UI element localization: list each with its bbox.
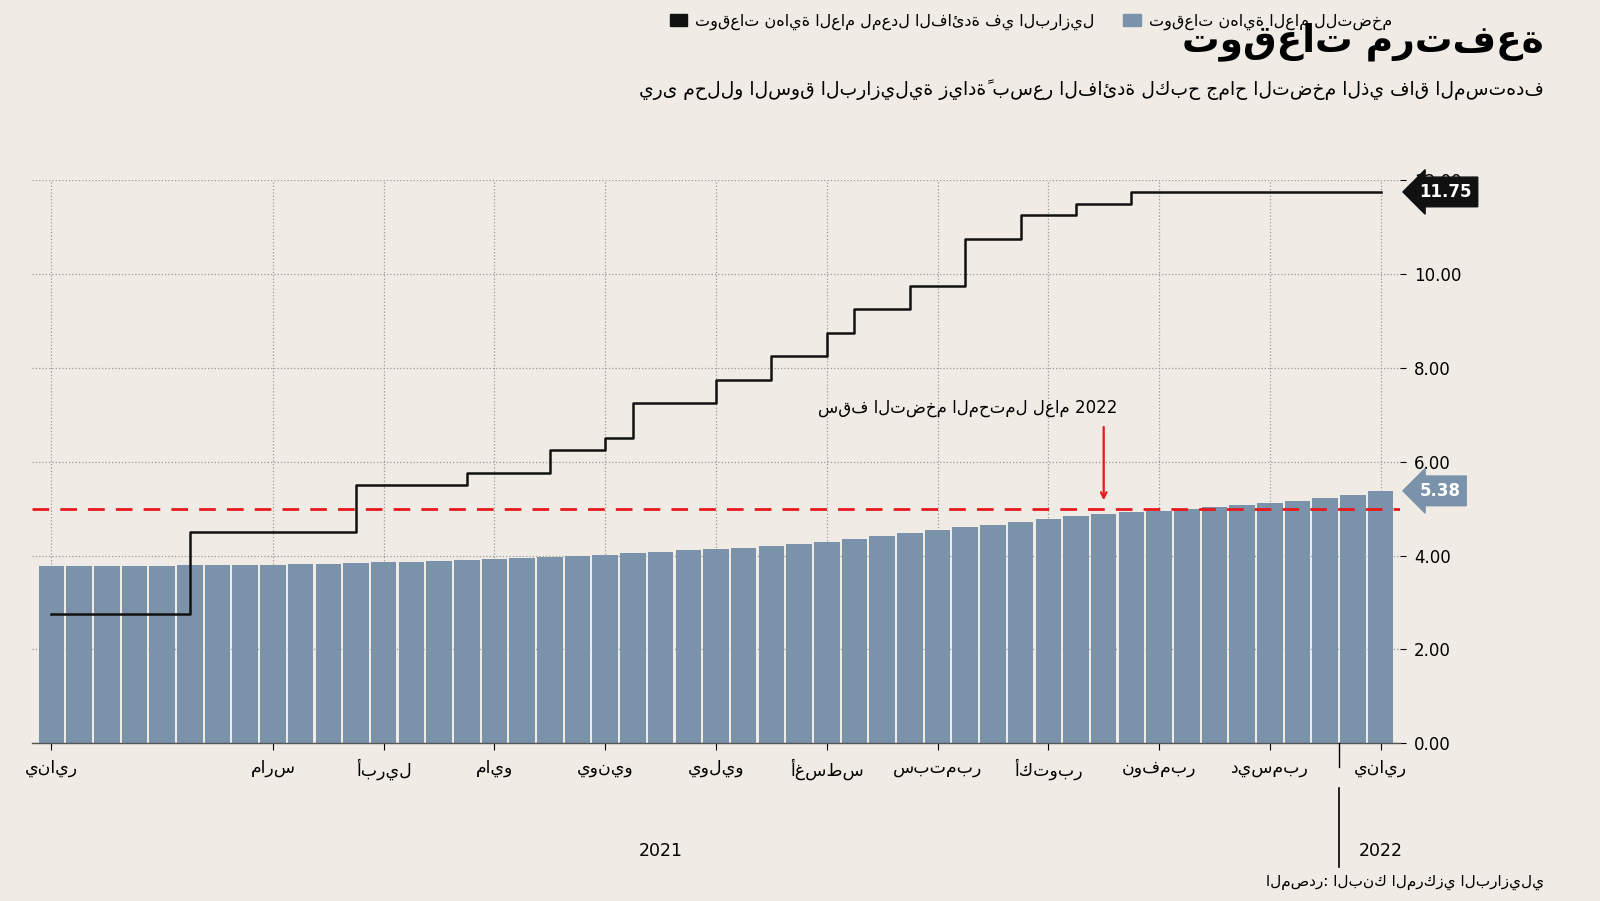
Bar xyxy=(1118,513,1144,743)
Bar xyxy=(565,556,590,743)
Bar xyxy=(842,539,867,743)
Bar xyxy=(261,565,286,743)
Bar xyxy=(869,536,894,743)
Bar xyxy=(1285,501,1310,743)
Bar xyxy=(509,559,534,743)
Bar xyxy=(1146,511,1171,743)
Bar xyxy=(232,565,258,743)
Bar xyxy=(344,563,368,743)
Text: سقف التضخم المحتمل لعام 2022: سقف التضخم المحتمل لعام 2022 xyxy=(818,399,1117,417)
Bar xyxy=(1091,514,1117,743)
Bar xyxy=(205,566,230,743)
Text: 2022: 2022 xyxy=(1358,842,1403,860)
Bar xyxy=(1229,505,1254,743)
Bar xyxy=(482,560,507,743)
Bar xyxy=(621,553,646,743)
Bar xyxy=(1202,506,1227,743)
Bar xyxy=(731,548,757,743)
Bar xyxy=(1174,509,1200,743)
Bar xyxy=(648,551,674,743)
Text: يرى محللو السوق البرازيلية زيادةً بسعر الفائدة لكبح جماح التضخم الذي فاق المستهد: يرى محللو السوق البرازيلية زيادةً بسعر ا… xyxy=(638,79,1544,100)
Bar xyxy=(952,527,978,743)
Bar xyxy=(1035,519,1061,743)
Bar xyxy=(426,561,451,743)
Bar xyxy=(398,561,424,743)
Bar xyxy=(786,544,811,743)
Bar xyxy=(1258,503,1283,743)
Bar xyxy=(814,542,840,743)
Bar xyxy=(675,551,701,743)
Bar xyxy=(122,566,147,743)
Bar xyxy=(454,560,480,743)
Bar xyxy=(94,566,120,743)
Legend: توقعات نهاية العام لمعدل الفائدة في البرازيل, توقعات نهاية العام للتضخم: توقعات نهاية العام لمعدل الفائدة في البر… xyxy=(670,14,1392,30)
Bar xyxy=(592,555,618,743)
Bar xyxy=(315,564,341,743)
Bar xyxy=(1064,516,1088,743)
Bar xyxy=(149,566,174,743)
Text: المصدر: البنك المركزي البرازيلي: المصدر: البنك المركزي البرازيلي xyxy=(1266,875,1544,890)
Bar xyxy=(1341,495,1366,743)
Bar xyxy=(758,546,784,743)
Bar xyxy=(1312,498,1338,743)
Text: توقعات مرتفعة: توقعات مرتفعة xyxy=(1182,23,1544,61)
Bar xyxy=(898,533,923,743)
Bar xyxy=(288,564,314,743)
Bar xyxy=(1368,491,1394,743)
Text: 5.38: 5.38 xyxy=(1419,482,1461,500)
Bar xyxy=(66,566,91,743)
Bar xyxy=(704,549,728,743)
Bar xyxy=(1008,522,1034,743)
Text: 2021: 2021 xyxy=(638,842,683,860)
Bar xyxy=(371,562,397,743)
Bar xyxy=(178,566,203,743)
Bar xyxy=(981,524,1006,743)
Text: 11.75: 11.75 xyxy=(1419,183,1472,201)
Bar xyxy=(538,557,563,743)
Bar xyxy=(38,566,64,743)
Bar xyxy=(925,531,950,743)
